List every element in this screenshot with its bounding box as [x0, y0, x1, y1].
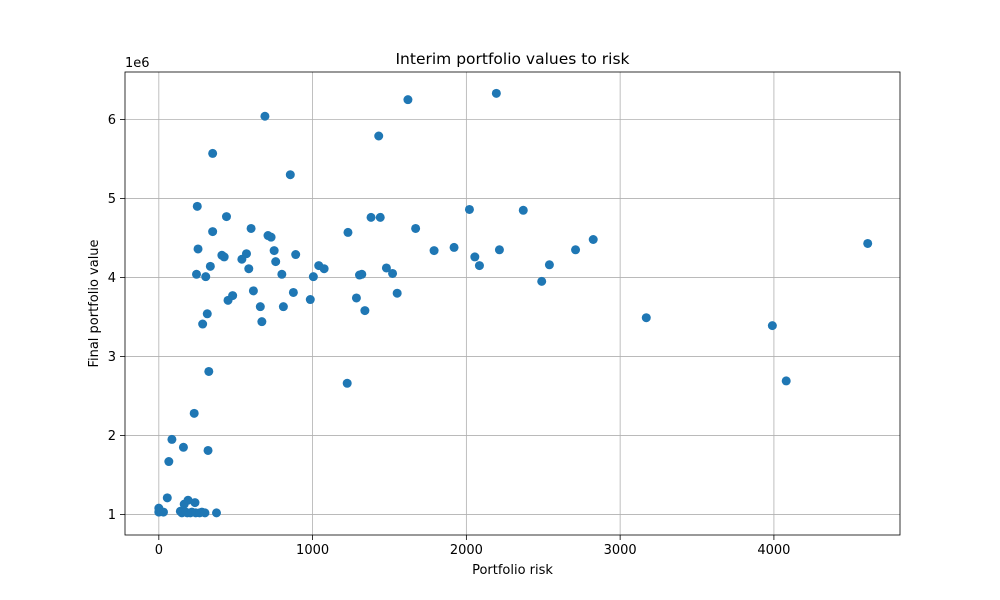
- x-tick-label: 1000: [296, 543, 329, 558]
- data-point: [285, 170, 295, 180]
- y-axis-label: Final portfolio value: [87, 239, 102, 367]
- data-point: [255, 302, 265, 312]
- data-point: [291, 250, 301, 260]
- data-point: [342, 378, 352, 388]
- x-tick-label: 2000: [450, 543, 483, 558]
- data-point: [203, 445, 213, 455]
- data-point: [392, 288, 402, 298]
- data-point: [278, 302, 288, 312]
- data-point: [366, 212, 376, 222]
- data-point: [319, 264, 329, 274]
- data-point: [271, 257, 281, 267]
- data-point: [767, 321, 777, 331]
- data-point: [178, 442, 188, 452]
- data-point: [470, 252, 480, 262]
- data-point: [219, 252, 229, 262]
- data-point: [228, 291, 238, 301]
- data-point: [288, 287, 298, 297]
- data-point: [205, 261, 215, 271]
- data-point: [164, 457, 174, 467]
- data-point: [198, 319, 208, 329]
- data-point: [208, 148, 218, 158]
- y-tick-label: 3: [108, 350, 116, 365]
- x-tick-label: 4000: [757, 543, 790, 558]
- data-point: [269, 246, 279, 256]
- data-point: [221, 212, 231, 222]
- x-tick-label: 0: [155, 543, 163, 558]
- data-point: [374, 131, 384, 141]
- data-point: [360, 306, 370, 316]
- data-point: [183, 495, 193, 505]
- data-point: [201, 272, 211, 282]
- y-tick-label: 4: [108, 271, 116, 286]
- y-tick-label: 5: [108, 192, 116, 207]
- data-point: [208, 227, 218, 237]
- data-point: [641, 313, 651, 323]
- data-point: [388, 268, 398, 278]
- data-point: [260, 111, 270, 121]
- data-point: [241, 249, 251, 259]
- data-point: [411, 223, 421, 233]
- data-point: [375, 212, 385, 222]
- y-tick-label: 1: [108, 508, 116, 523]
- data-point: [494, 245, 504, 255]
- data-point: [246, 223, 256, 233]
- data-point: [474, 261, 484, 271]
- data-point: [192, 201, 202, 211]
- grid-lines: [125, 72, 900, 535]
- data-point: [588, 235, 598, 245]
- plot-area-frame: [124, 71, 901, 536]
- data-point: [204, 366, 214, 376]
- data-point: [544, 260, 554, 270]
- x-axis-label: Portfolio risk: [472, 563, 553, 578]
- data-point: [781, 376, 791, 386]
- data-point: [192, 269, 202, 279]
- data-point: [308, 272, 318, 282]
- data-point: [464, 204, 474, 214]
- data-point: [403, 95, 413, 105]
- data-point: [381, 263, 391, 273]
- data-point: [449, 242, 459, 252]
- data-point: [571, 245, 581, 255]
- data-point: [189, 408, 199, 418]
- data-point: [248, 286, 258, 296]
- data-point: [351, 293, 361, 303]
- y-axis-offset-label: 1e6: [125, 56, 150, 71]
- data-point: [491, 88, 501, 98]
- data-point: [211, 508, 221, 518]
- data-points: [154, 88, 873, 518]
- data-point: [193, 244, 203, 254]
- data-point: [343, 227, 353, 237]
- data-point: [357, 269, 367, 279]
- chart-title: Interim portfolio values to risk: [395, 50, 629, 68]
- data-point: [158, 507, 168, 517]
- data-point: [537, 276, 547, 286]
- data-point: [429, 246, 439, 256]
- y-tick-label: 6: [108, 113, 116, 128]
- data-point: [190, 498, 200, 508]
- data-point: [162, 493, 172, 503]
- data-point: [200, 508, 210, 518]
- data-point: [863, 238, 873, 248]
- data-point: [277, 269, 287, 279]
- data-point: [167, 434, 177, 444]
- data-point: [266, 232, 276, 242]
- data-point: [518, 205, 528, 215]
- y-tick-label: 2: [108, 429, 116, 444]
- x-tick-label: 3000: [604, 543, 637, 558]
- data-point: [305, 295, 315, 305]
- data-point: [257, 317, 267, 327]
- axis-ticks: 0 1000 2000 3000 4000 1 2 3 4 5 6: [108, 113, 791, 558]
- data-point: [244, 264, 254, 274]
- data-point: [202, 309, 212, 319]
